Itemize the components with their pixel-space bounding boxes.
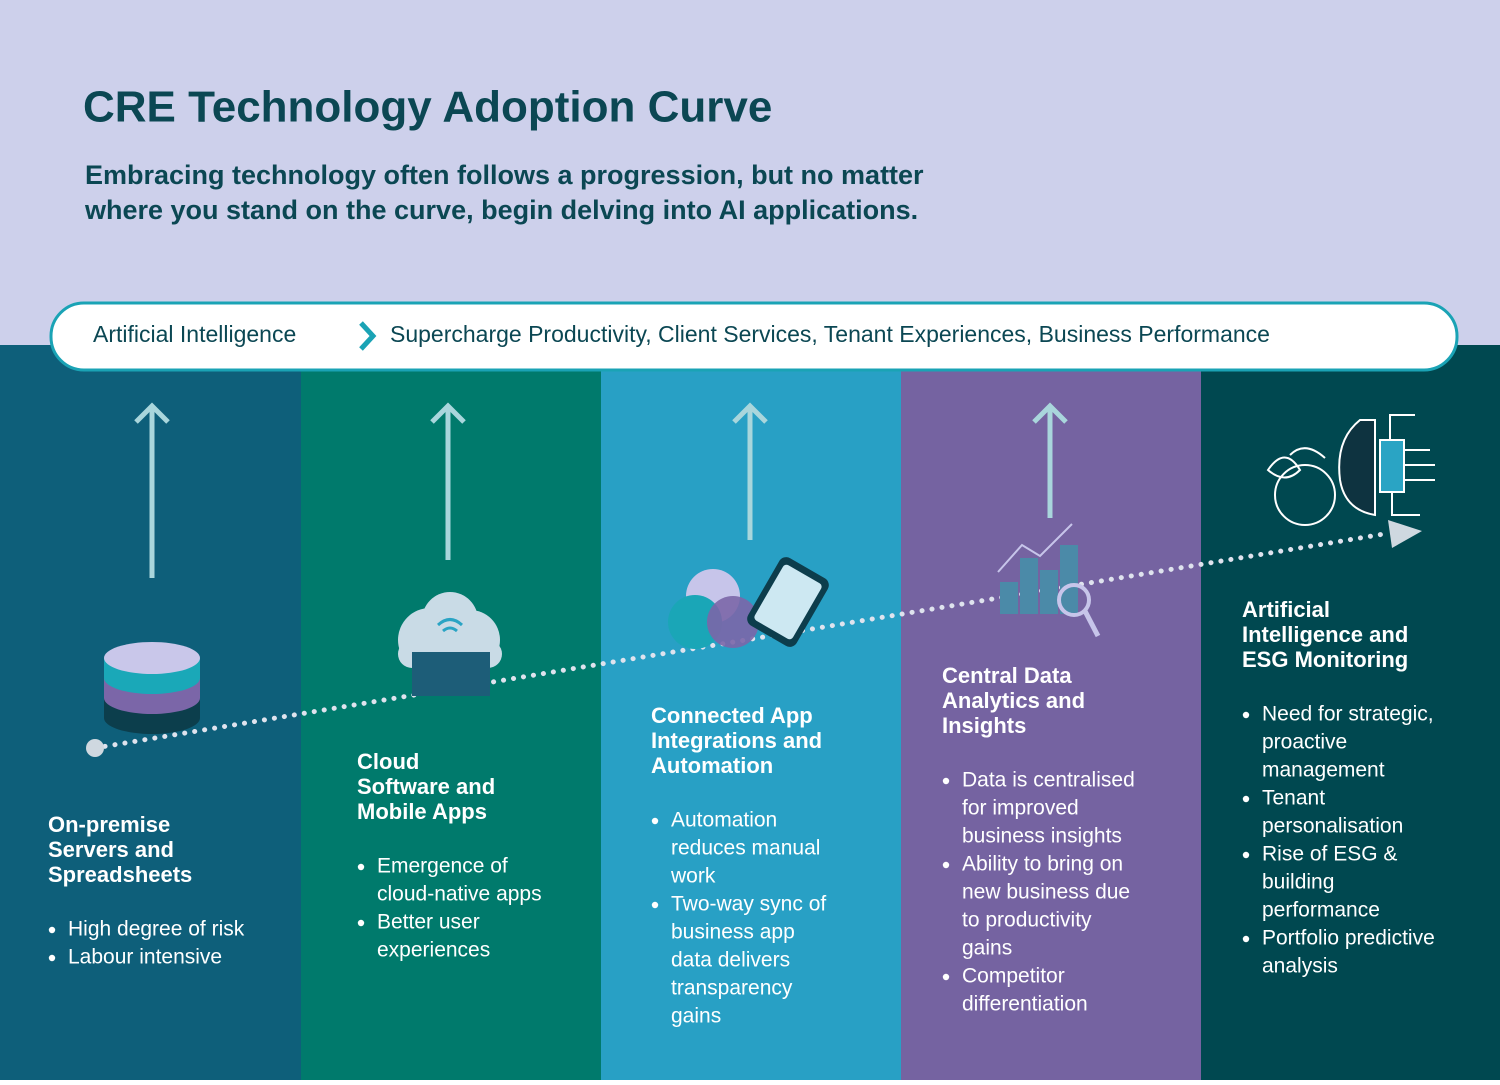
- bullet-text: Better user: [377, 911, 480, 934]
- bullet-dot: [942, 861, 950, 869]
- bullet-text: proactive: [1262, 731, 1347, 754]
- bullet-text: gains: [671, 1005, 721, 1028]
- bullet-text: Need for strategic,: [1262, 703, 1434, 726]
- bullet-dot: [1242, 851, 1250, 859]
- column-title: Central Data: [942, 663, 1072, 688]
- bullet-text: Labour intensive: [68, 946, 222, 969]
- bullet-text: performance: [1262, 899, 1380, 922]
- bullet-dot: [357, 863, 365, 871]
- bullet-dot: [651, 817, 659, 825]
- bullet-text: Two-way sync of: [671, 893, 826, 916]
- bullet-text: experiences: [377, 939, 490, 962]
- bullet-text: new business due: [962, 881, 1130, 904]
- column-title: Cloud: [357, 749, 419, 774]
- bullet-text: Data is centralised: [962, 769, 1135, 792]
- subtitle: where you stand on the curve, begin delv…: [84, 195, 918, 225]
- column-title: Connected App: [651, 703, 813, 728]
- column-title: Mobile Apps: [357, 799, 487, 824]
- bullet-text: business insights: [962, 825, 1122, 848]
- bullet-dot: [1242, 935, 1250, 943]
- column-title: Artificial: [1242, 597, 1330, 622]
- bullet-text: High degree of risk: [68, 918, 245, 941]
- bullet-text: cloud-native apps: [377, 883, 542, 906]
- icon-cloud: [398, 592, 502, 696]
- bullet-text: Tenant: [1262, 787, 1325, 810]
- bullet-text: Rise of ESG &: [1262, 843, 1397, 866]
- arrows: [134, 402, 1068, 578]
- icon-apps: [668, 557, 829, 649]
- bullet-text: for improved: [962, 797, 1079, 820]
- bullet-text: building: [1262, 871, 1334, 894]
- column-bg: [301, 345, 601, 1080]
- column-title: Insights: [942, 713, 1026, 738]
- bullet-text: transparency: [671, 977, 793, 1000]
- bullet-text: Portfolio predictive: [1262, 927, 1435, 950]
- chevron: [359, 321, 377, 351]
- icon-analytics: [997, 523, 1101, 638]
- column-title: Integrations and: [651, 728, 822, 753]
- bullet-text: reduces manual: [671, 837, 820, 860]
- column-title: Spreadsheets: [48, 862, 192, 887]
- bullet-text: Automation: [671, 809, 777, 832]
- bullet-text: to productivity: [962, 909, 1092, 932]
- column-title: ESG Monitoring: [1242, 647, 1408, 672]
- bullet-dot: [942, 973, 950, 981]
- bullet-dot: [651, 901, 659, 909]
- bullet-text: data delivers: [671, 949, 790, 972]
- banner: [49, 301, 1459, 372]
- column-title: On-premise: [48, 812, 170, 837]
- bullet-text: Competitor: [962, 965, 1065, 988]
- bullet-text: analysis: [1262, 955, 1338, 978]
- bullet-text: Ability to bring on: [962, 853, 1123, 876]
- icon-ai-esg: [1266, 414, 1435, 526]
- column-title: Servers and: [48, 837, 174, 862]
- icon-database: [104, 642, 200, 734]
- bullet-text: differentiation: [962, 993, 1088, 1016]
- bullet-text: personalisation: [1262, 815, 1403, 838]
- bullet-dot: [48, 926, 56, 934]
- banner-text: Supercharge Productivity, Client Service…: [390, 321, 1270, 347]
- column-title: Automation: [651, 753, 773, 778]
- bullet-dot: [48, 954, 56, 962]
- column-title: Analytics and: [942, 688, 1085, 713]
- curve-arrowhead: [1388, 520, 1422, 548]
- curve-start: [86, 739, 104, 757]
- bullet-dot: [942, 777, 950, 785]
- column-title: Intelligence and: [1242, 622, 1408, 647]
- bullet-dot: [1242, 711, 1250, 719]
- bullet-text: business app: [671, 921, 795, 944]
- title: CRE Technology Adoption Curve: [83, 83, 772, 132]
- column-title: Software and: [357, 774, 495, 799]
- bullet-dot: [1242, 795, 1250, 803]
- bullet-dot: [357, 919, 365, 927]
- bullet-text: gains: [962, 937, 1012, 960]
- bullet-text: management: [1262, 759, 1385, 782]
- subtitle: Embracing technology often follows a pro…: [85, 160, 924, 190]
- banner-label: Artificial Intelligence: [93, 321, 296, 347]
- bullet-text: Emergence of: [377, 855, 508, 878]
- bullet-text: work: [670, 865, 716, 888]
